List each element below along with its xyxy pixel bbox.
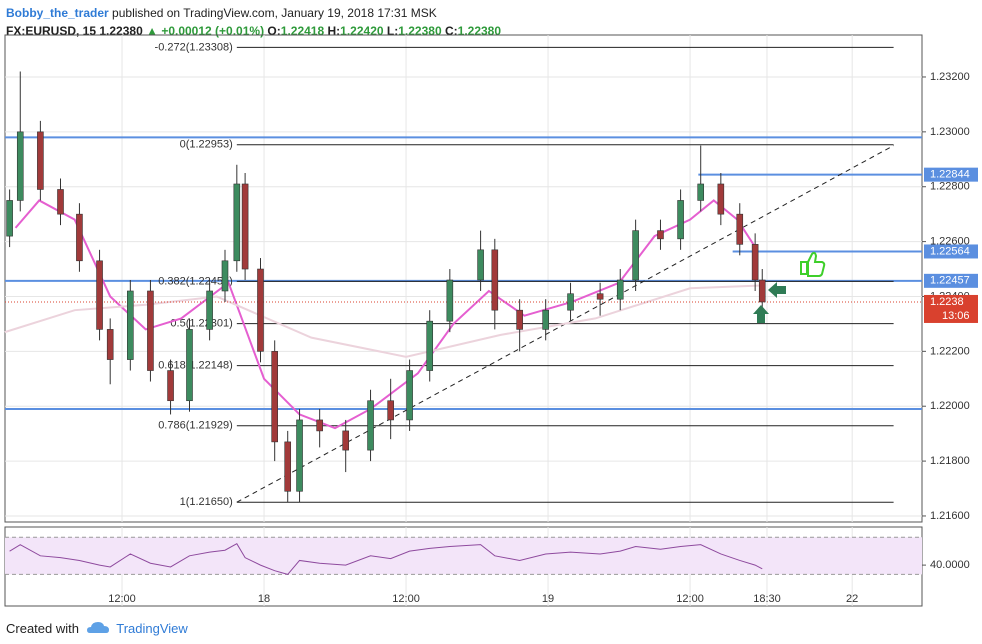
candle-body: [677, 200, 684, 240]
moving-average: [14, 199, 756, 430]
fib-label: 1(1.21650): [180, 496, 233, 508]
candle-body: [127, 290, 134, 360]
candle-body: [206, 290, 213, 330]
l-key: L:: [386, 24, 399, 38]
candle-body: [57, 189, 64, 215]
arrow-up: [753, 305, 769, 323]
moving-average: [4, 284, 762, 358]
candle-body: [106, 329, 114, 360]
plot-frame: [4, 34, 923, 523]
candle-body: [717, 183, 725, 215]
y-tick-label: 1.23200: [930, 71, 970, 83]
candle-body: [316, 419, 323, 432]
y-tick-label: 1.22200: [930, 345, 970, 357]
candle-body: [96, 260, 103, 330]
last-price-tag: [924, 294, 978, 323]
price-tag: [924, 273, 978, 288]
x-tick-label: 18: [258, 593, 270, 605]
candle-body: [446, 279, 454, 322]
candle-body: [657, 230, 664, 240]
y-tick-label: 1.22000: [930, 400, 970, 412]
fib-label: 0.5(1.22301): [170, 318, 232, 330]
candle-body: [257, 268, 264, 352]
x-tick-label: 12:00: [108, 593, 136, 605]
candle-body: [751, 244, 759, 281]
y-tick-label: 1.23000: [930, 126, 970, 138]
logo: [86, 622, 109, 633]
candle-body: [76, 213, 83, 262]
candle-body: [491, 249, 499, 311]
x-tick-label: 12:00: [392, 593, 420, 605]
candle-body: [387, 400, 394, 421]
candle-body: [477, 249, 484, 281]
candle-body: [758, 279, 766, 303]
candle-body: [241, 183, 249, 270]
candle-body: [697, 183, 705, 201]
candle-body: [37, 131, 44, 190]
price-tag-label: 1.22457: [930, 275, 970, 287]
rsi-band: [5, 537, 922, 575]
candle-body: [616, 279, 624, 300]
footer: Created with TradingView: [6, 619, 188, 636]
candle-body: [367, 400, 374, 451]
fib-label: 0.382(1.22455): [158, 275, 233, 287]
candle-body: [167, 370, 174, 402]
candle-body: [567, 293, 574, 311]
y-tick-label: 1.22800: [930, 181, 970, 193]
x-tick-label: 18:30: [753, 593, 781, 605]
candle-body: [221, 260, 229, 292]
candle-body: [596, 293, 604, 300]
fib-label: -0.272(1.23308): [155, 41, 233, 53]
candle-body: [632, 230, 639, 281]
rsi-line: [9, 543, 763, 575]
price-tag-label: 1.22844: [930, 169, 970, 181]
annotations: [753, 251, 826, 323]
candle-body: [296, 419, 303, 492]
x-tick-label: 22: [846, 593, 858, 605]
y-tick-label: 1.21800: [930, 455, 970, 467]
candle-body: [406, 370, 413, 421]
candle-body: [542, 309, 549, 330]
candle-body: [426, 320, 434, 371]
chart: 12:00 18 12:00 19 12:00 18:30 22 1.21600 1.21800…: [4, 34, 978, 607]
arrow-left: [768, 282, 786, 298]
last-price-label: 1.2238: [930, 296, 964, 308]
published: published on TradingView.com, January 19…: [112, 6, 437, 20]
author: Bobby_the_trader: [6, 6, 109, 20]
created: Created with: [6, 621, 79, 636]
rsi-tick-label: 40.0000: [930, 559, 970, 571]
thumbs-up: [800, 251, 826, 277]
candle-body: [233, 183, 241, 262]
brand: TradingView: [116, 621, 188, 636]
candle-body: [16, 131, 24, 201]
price-tag-label: 1.22564: [930, 245, 970, 257]
candle-body: [736, 213, 744, 245]
fib-label: 0.786(1.21929): [158, 420, 233, 432]
candle-body: [6, 200, 13, 237]
price-tag: [924, 167, 978, 182]
fib-label: 0.618(1.22148): [158, 360, 233, 372]
price-tag: [924, 244, 978, 259]
countdown: 13:06: [942, 310, 970, 322]
candle-body: [271, 351, 278, 443]
layers: 12:00 18 12:00 19 12:00 18:30 22 1.21600 1.21800…: [4, 35, 978, 606]
fib-label: 0(1.22953): [180, 139, 233, 151]
y-tick-label: 1.21600: [930, 510, 970, 522]
candle-body: [147, 290, 154, 371]
candle-body: [284, 441, 292, 492]
x-tick-label: 12:00: [676, 593, 704, 605]
x-tick-label: 19: [542, 593, 554, 605]
candle-body: [516, 309, 523, 330]
candle-body: [342, 430, 349, 451]
candle-body: [186, 329, 193, 402]
